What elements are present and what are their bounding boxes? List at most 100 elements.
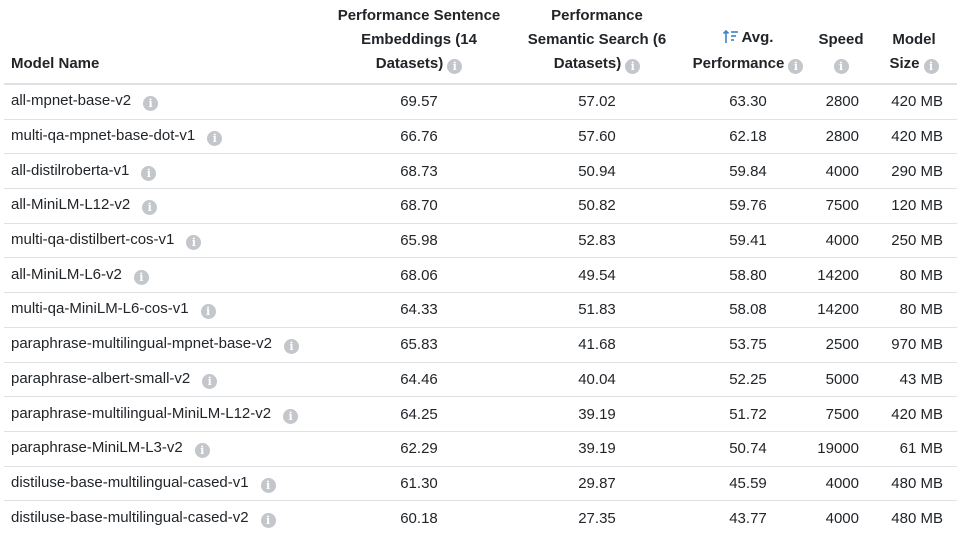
model-name-cell[interactable]: all-MiniLM-L12-v2 i (4, 188, 329, 224)
table-row[interactable]: paraphrase-albert-small-v2 i 64.46 40.04 52.… (4, 362, 957, 398)
table-row[interactable]: paraphrase-multilingual-MiniLM-L12-v2 i 64… (4, 396, 957, 432)
info-icon[interactable]: i (625, 59, 641, 74)
info-icon[interactable]: i (141, 165, 157, 181)
speed-cell: 14200 (811, 257, 871, 294)
info-icon[interactable]: i (200, 304, 216, 320)
perf-semantic-cell: 51.83 (509, 292, 685, 328)
model-name-cell[interactable]: multi-qa-distilbert-cos-v1 i (4, 223, 329, 259)
model-name-cell[interactable]: distiluse-base-multilingual-cased-v2 i (4, 501, 329, 535)
model-name[interactable]: paraphrase-MiniLM-L3-v2 (11, 439, 183, 457)
perf-sentence-cell: 68.73 (329, 153, 509, 190)
info-icon[interactable]: i (194, 443, 210, 459)
speed-cell: 14200 (811, 292, 871, 328)
table-row[interactable]: all-mpnet-base-v2 i 69.57 57.02 63.30 2800 420… (4, 84, 957, 120)
info-icon[interactable]: i (447, 59, 463, 74)
perf-sentence-cell: 61.30 (329, 466, 509, 502)
model-name-cell[interactable]: multi-qa-MiniLM-L6-cos-v1 i (4, 292, 329, 328)
model-name[interactable]: paraphrase-multilingual-mpnet-base-v2 (11, 335, 272, 353)
table-row[interactable]: all-MiniLM-L6-v2 i 68.06 49.54 58.80 14200 80 … (4, 257, 957, 294)
info-icon[interactable]: i (833, 59, 849, 74)
perf-sentence-cell: 65.98 (329, 223, 509, 259)
avg-performance-cell: 52.25 (685, 362, 811, 398)
model-name[interactable]: all-distilroberta-v1 (11, 161, 130, 179)
header-avg-performance[interactable]: Avg. Performance i (685, 0, 811, 85)
header-perf-semantic[interactable]: Performance Semantic Search (6 Datasets)… (509, 0, 685, 85)
model-name-cell[interactable]: paraphrase-albert-small-v2 i (4, 362, 329, 398)
model-name-cell[interactable]: all-MiniLM-L6-v2 i (4, 257, 329, 294)
model-size-cell: 480 MB (891, 509, 943, 527)
perf-semantic-cell: 50.94 (509, 153, 685, 190)
model-name[interactable]: distiluse-base-multilingual-cased-v2 (11, 508, 249, 526)
header-perf-sentence[interactable]: Performance Sentence Embeddings (14 Data… (329, 0, 509, 85)
header-perf-sentence-line3: Datasets) (375, 55, 444, 72)
header-model-name[interactable]: Model Name (4, 0, 329, 85)
model-size-cell: 80 MB (871, 257, 957, 294)
table-row[interactable]: paraphrase-multilingual-mpnet-base-v2 i 65… (4, 327, 957, 363)
header-model-size[interactable]: Model Size i (871, 0, 957, 85)
info-icon[interactable]: i (923, 59, 939, 74)
model-name[interactable]: multi-qa-MiniLM-L6-cos-v1 (11, 300, 189, 318)
model-name[interactable]: paraphrase-multilingual-MiniLM-L12-v2 (11, 404, 272, 422)
info-icon[interactable]: i (143, 96, 159, 112)
table-row[interactable]: paraphrase-MiniLM-L3-v2 i 62.29 39.19 50.74 1… (4, 431, 957, 467)
info-icon[interactable]: i (283, 339, 299, 355)
speed-cell: 4000 (811, 153, 871, 190)
info-icon[interactable]: i (788, 59, 804, 74)
speed-cell: 2800 (811, 119, 871, 155)
perf-semantic-cell: 41.68 (509, 327, 685, 363)
speed-cell: 5000 (811, 362, 871, 398)
info-icon[interactable]: i (186, 235, 202, 251)
speed-cell: 4000 (825, 509, 859, 527)
info-icon[interactable]: i (133, 269, 149, 285)
header-avg-performance-line1: Avg. (741, 29, 774, 46)
table-row[interactable]: multi-qa-mpnet-base-dot-v1 i 66.76 57.60 62.… (4, 119, 957, 155)
perf-semantic-cell: 50.82 (509, 188, 685, 224)
avg-performance-cell: 62.18 (685, 119, 811, 155)
model-size-cell: 250 MB (871, 223, 957, 259)
sort-descending-icon[interactable] (722, 28, 739, 52)
perf-sentence-cell: 65.83 (329, 327, 509, 363)
model-name-cell[interactable]: all-distilroberta-v1 i (4, 153, 329, 190)
header-perf-semantic-line1: Performance (551, 7, 643, 24)
table-row[interactable]: multi-qa-MiniLM-L6-cos-v1 i 64.33 51.83 58.0… (4, 292, 957, 328)
model-name-cell[interactable]: paraphrase-multilingual-mpnet-base-v2 i (4, 327, 329, 363)
perf-sentence-cell: 64.25 (329, 396, 509, 432)
header-speed[interactable]: Speed i (811, 0, 871, 85)
info-icon[interactable]: i (260, 512, 276, 528)
model-name-cell[interactable]: distiluse-base-multilingual-cased-v1 i (4, 466, 329, 502)
avg-performance-cell: 59.76 (685, 188, 811, 224)
model-size-cell: 120 MB (871, 188, 957, 224)
info-icon[interactable]: i (260, 477, 276, 493)
info-icon[interactable]: i (283, 408, 299, 424)
table-row[interactable]: distiluse-base-multilingual-cased-v1 i 61.… (4, 466, 957, 502)
model-name[interactable]: all-MiniLM-L12-v2 (11, 196, 131, 214)
model-name-cell[interactable]: paraphrase-MiniLM-L3-v2 i (4, 431, 329, 467)
model-name-cell[interactable]: all-mpnet-base-v2 i (4, 84, 329, 120)
speed-cell: 4000 (811, 466, 871, 502)
speed-cell: 2500 (811, 327, 871, 363)
info-icon[interactable]: i (142, 200, 158, 216)
model-name[interactable]: all-mpnet-base-v2 (11, 92, 132, 110)
model-name[interactable]: distiluse-base-multilingual-cased-v1 (11, 473, 249, 491)
info-icon[interactable]: i (207, 131, 223, 147)
table-row[interactable]: all-distilroberta-v1 i 68.73 50.94 59.84 4000… (4, 153, 957, 190)
models-table: Model Name Performance Sentence Embeddin… (4, 0, 957, 535)
perf-semantic-cell: 40.04 (509, 362, 685, 398)
model-name[interactable]: all-MiniLM-L6-v2 (11, 265, 122, 283)
model-size-cell: 43 MB (871, 362, 957, 398)
model-name[interactable]: paraphrase-albert-small-v2 (11, 369, 191, 387)
perf-semantic-cell: 49.54 (509, 257, 685, 294)
table-row[interactable]: distiluse-base-multilingual-cased-v2 i 60.… (4, 501, 957, 535)
model-name-cell[interactable]: multi-qa-mpnet-base-dot-v1 i (4, 119, 329, 155)
table-row[interactable]: all-MiniLM-L12-v2 i 68.70 50.82 59.76 7500 120… (4, 188, 957, 224)
info-icon[interactable]: i (202, 373, 218, 389)
avg-performance-cell: 51.72 (685, 396, 811, 432)
avg-performance-cell: 58.08 (685, 292, 811, 328)
model-name-cell[interactable]: paraphrase-multilingual-MiniLM-L12-v2 i (4, 396, 329, 432)
perf-semantic-cell: 27.35 (578, 509, 616, 527)
model-name[interactable]: multi-qa-mpnet-base-dot-v1 (11, 127, 196, 145)
perf-sentence-cell: 60.18 (400, 509, 438, 527)
table-row[interactable]: multi-qa-distilbert-cos-v1 i 65.98 52.83 59.… (4, 223, 957, 259)
header-perf-sentence-line1: Performance Sentence (337, 7, 501, 24)
model-name[interactable]: multi-qa-distilbert-cos-v1 (11, 231, 175, 249)
